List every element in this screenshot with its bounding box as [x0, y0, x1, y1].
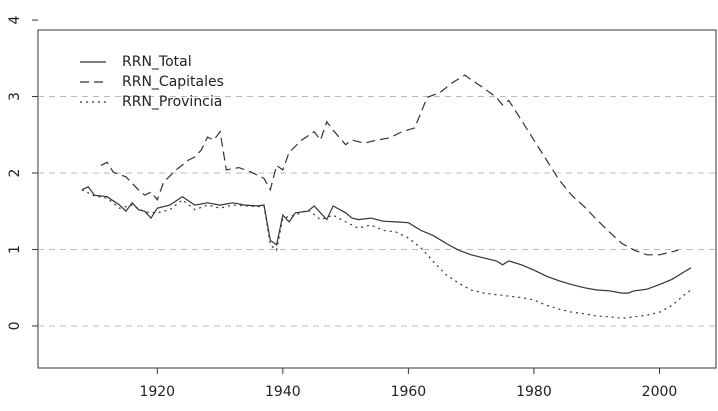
- series-line: [81, 186, 692, 294]
- y-tick-label: 3: [7, 92, 23, 101]
- x-tick-label: 2000: [642, 384, 678, 400]
- x-tick-label: 1960: [391, 384, 427, 400]
- series-line: [100, 74, 679, 256]
- y-tick-label: 1: [7, 245, 23, 254]
- y-tick-label: 4: [7, 16, 23, 25]
- x-tick-label: 1940: [265, 384, 301, 400]
- x-tick-label: 1980: [516, 384, 552, 400]
- x-tick-label: 1920: [139, 384, 175, 400]
- y-tick-label: 0: [7, 321, 23, 330]
- series-line: [81, 189, 692, 319]
- legend-label: RRN_Provincia: [122, 94, 222, 110]
- legend-label: RRN_Total: [122, 54, 192, 70]
- plot-box: [37, 29, 717, 369]
- legend-label: RRN_Capitales: [122, 74, 224, 90]
- y-tick-label: 2: [7, 169, 23, 178]
